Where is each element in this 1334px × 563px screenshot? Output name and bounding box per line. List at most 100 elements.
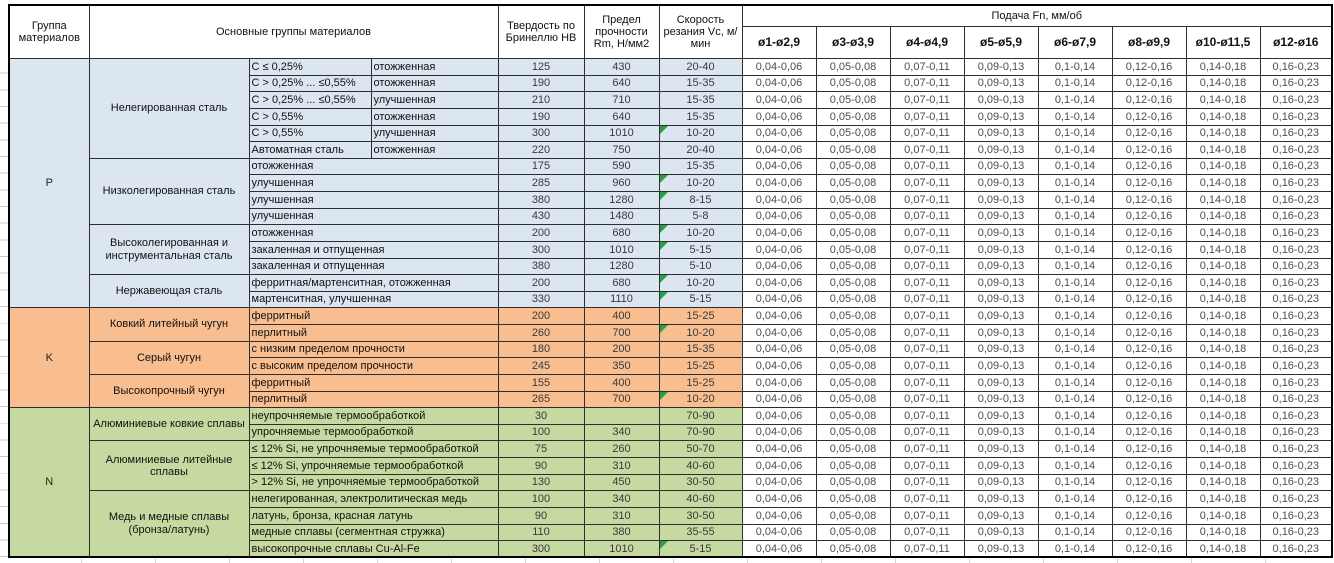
cell-feed-3[interactable]: 0,09-0,13 xyxy=(963,540,1039,558)
cell-cutting-speed-vc[interactable]: 15-25 xyxy=(658,357,743,375)
cell-hardness-hb[interactable]: 285 xyxy=(497,174,585,192)
cell-feed-5[interactable]: 0,12-0,16 xyxy=(1111,457,1187,475)
cell-feed-3[interactable]: 0,09-0,13 xyxy=(963,91,1039,109)
cell-feed-0[interactable]: 0,04-0,06 xyxy=(741,423,817,442)
cell-feed-3[interactable]: 0,09-0,13 xyxy=(963,423,1039,442)
cell-feed-7[interactable]: 0,16-0,23 xyxy=(1259,506,1333,525)
cell-feed-6[interactable]: 0,14-0,18 xyxy=(1185,506,1261,525)
cell-feed-0[interactable]: 0,04-0,06 xyxy=(741,207,817,226)
cell-feed-0[interactable]: 0,04-0,06 xyxy=(741,240,817,259)
cell-hardness-hb[interactable]: 130 xyxy=(497,473,585,492)
cell-feed-5[interactable]: 0,12-0,16 xyxy=(1111,224,1187,242)
cell-strength-rm[interactable]: 260 xyxy=(583,440,660,458)
cell-feed-4[interactable]: 0,1-0,14 xyxy=(1037,473,1113,492)
cell-strength-rm[interactable] xyxy=(583,407,660,425)
cell-hardness-hb[interactable]: 90 xyxy=(497,457,585,475)
cell-material-state[interactable]: высокопрочные сплавы Cu-Al-Fe xyxy=(248,540,499,558)
cell-material-state[interactable]: отожженная xyxy=(370,141,499,159)
cell-hardness-hb[interactable]: 190 xyxy=(497,74,585,93)
cell-material-state[interactable]: перлитный xyxy=(248,324,499,342)
cell-feed-2[interactable]: 0,07-0,11 xyxy=(889,540,965,558)
cell-feed-7[interactable]: 0,16-0,23 xyxy=(1259,141,1333,159)
cell-material-name[interactable]: Алюминиевые литейные сплавы xyxy=(88,440,250,492)
cell-feed-4[interactable]: 0,1-0,14 xyxy=(1037,523,1113,542)
cell-feed-5[interactable]: 0,12-0,16 xyxy=(1111,124,1187,143)
cell-hardness-hb[interactable]: 200 xyxy=(497,274,585,292)
cell-feed-5[interactable]: 0,12-0,16 xyxy=(1111,174,1187,192)
cell-feed-2[interactable]: 0,07-0,11 xyxy=(889,290,965,309)
cell-feed-0[interactable]: 0,04-0,06 xyxy=(741,324,817,342)
cell-material-state[interactable]: латунь, бронза, красная латунь xyxy=(248,506,499,525)
cell-feed-6[interactable]: 0,14-0,18 xyxy=(1185,523,1261,542)
cell-feed-3[interactable]: 0,09-0,13 xyxy=(963,174,1039,192)
cell-feed-6[interactable]: 0,14-0,18 xyxy=(1185,141,1261,159)
cell-feed-4[interactable]: 0,1-0,14 xyxy=(1037,490,1113,508)
cell-hardness-hb[interactable]: 200 xyxy=(497,307,585,325)
cell-feed-4[interactable]: 0,1-0,14 xyxy=(1037,207,1113,226)
header-feed-diameter-3[interactable]: ø5-ø5,9 xyxy=(963,26,1039,59)
cell-feed-6[interactable]: 0,14-0,18 xyxy=(1185,274,1261,292)
cell-strength-rm[interactable]: 200 xyxy=(583,340,660,359)
cell-feed-2[interactable]: 0,07-0,11 xyxy=(889,74,965,93)
cell-strength-rm[interactable]: 310 xyxy=(583,457,660,475)
cell-feed-5[interactable]: 0,12-0,16 xyxy=(1111,141,1187,159)
cell-hardness-hb[interactable]: 155 xyxy=(497,373,585,392)
cell-carbon-content[interactable]: C > 0,55% xyxy=(248,107,372,126)
cell-feed-3[interactable]: 0,09-0,13 xyxy=(963,324,1039,342)
cell-feed-7[interactable]: 0,16-0,23 xyxy=(1259,107,1333,126)
cell-feed-5[interactable]: 0,12-0,16 xyxy=(1111,407,1187,425)
cell-feed-0[interactable]: 0,04-0,06 xyxy=(741,174,817,192)
cell-strength-rm[interactable]: 340 xyxy=(583,423,660,442)
cell-feed-5[interactable]: 0,12-0,16 xyxy=(1111,207,1187,226)
cell-strength-rm[interactable]: 710 xyxy=(583,91,660,109)
cell-feed-4[interactable]: 0,1-0,14 xyxy=(1037,324,1113,342)
cell-strength-rm[interactable]: 350 xyxy=(583,357,660,375)
cell-hardness-hb[interactable]: 125 xyxy=(497,58,585,76)
cell-feed-3[interactable]: 0,09-0,13 xyxy=(963,58,1039,76)
cell-feed-3[interactable]: 0,09-0,13 xyxy=(963,340,1039,359)
cell-feed-3[interactable]: 0,09-0,13 xyxy=(963,473,1039,492)
cell-cutting-speed-vc[interactable]: 70-90 xyxy=(658,423,743,442)
cell-hardness-hb[interactable]: 100 xyxy=(497,423,585,442)
cell-feed-5[interactable]: 0,12-0,16 xyxy=(1111,257,1187,276)
cell-feed-3[interactable]: 0,09-0,13 xyxy=(963,141,1039,159)
cell-feed-6[interactable]: 0,14-0,18 xyxy=(1185,240,1261,259)
cell-material-state[interactable]: упрочняемые термообработкой xyxy=(248,423,499,442)
cell-hardness-hb[interactable]: 430 xyxy=(497,207,585,226)
cell-feed-6[interactable]: 0,14-0,18 xyxy=(1185,58,1261,76)
cell-feed-1[interactable]: 0,05-0,08 xyxy=(815,191,891,209)
cell-carbon-content[interactable]: Автоматная сталь xyxy=(248,141,372,159)
cell-carbon-content[interactable]: C > 0,55% xyxy=(248,124,372,143)
cell-feed-4[interactable]: 0,1-0,14 xyxy=(1037,390,1113,409)
cell-feed-3[interactable]: 0,09-0,13 xyxy=(963,207,1039,226)
cell-feed-0[interactable]: 0,04-0,06 xyxy=(741,440,817,458)
cell-feed-4[interactable]: 0,1-0,14 xyxy=(1037,506,1113,525)
cell-feed-2[interactable]: 0,07-0,11 xyxy=(889,357,965,375)
cell-feed-0[interactable]: 0,04-0,06 xyxy=(741,107,817,126)
cell-feed-5[interactable]: 0,12-0,16 xyxy=(1111,324,1187,342)
cell-feed-4[interactable]: 0,1-0,14 xyxy=(1037,407,1113,425)
cell-cutting-speed-vc[interactable]: 5-8 xyxy=(658,207,743,226)
cell-feed-0[interactable]: 0,04-0,06 xyxy=(741,490,817,508)
cell-carbon-content[interactable]: C > 0,25% ... ≤0,55% xyxy=(248,74,372,93)
cell-strength-rm[interactable]: 640 xyxy=(583,107,660,126)
cell-feed-3[interactable]: 0,09-0,13 xyxy=(963,307,1039,325)
cell-cutting-speed-vc[interactable]: 15-35 xyxy=(658,74,743,93)
cell-feed-6[interactable]: 0,14-0,18 xyxy=(1185,290,1261,309)
cell-feed-2[interactable]: 0,07-0,11 xyxy=(889,174,965,192)
cell-feed-5[interactable]: 0,12-0,16 xyxy=(1111,540,1187,558)
cell-feed-6[interactable]: 0,14-0,18 xyxy=(1185,157,1261,176)
cell-feed-3[interactable]: 0,09-0,13 xyxy=(963,357,1039,375)
cell-feed-6[interactable]: 0,14-0,18 xyxy=(1185,473,1261,492)
cell-strength-rm[interactable]: 400 xyxy=(583,307,660,325)
cell-feed-2[interactable]: 0,07-0,11 xyxy=(889,490,965,508)
cell-material-state[interactable]: медные сплавы (сегментная стружка) xyxy=(248,523,499,542)
cell-feed-5[interactable]: 0,12-0,16 xyxy=(1111,58,1187,76)
cell-feed-0[interactable]: 0,04-0,06 xyxy=(741,390,817,409)
cell-feed-7[interactable]: 0,16-0,23 xyxy=(1259,440,1333,458)
cell-feed-6[interactable]: 0,14-0,18 xyxy=(1185,407,1261,425)
cell-feed-2[interactable]: 0,07-0,11 xyxy=(889,423,965,442)
cell-feed-6[interactable]: 0,14-0,18 xyxy=(1185,257,1261,276)
cell-material-name[interactable]: Серый чугун xyxy=(88,340,250,375)
cell-material-state[interactable]: неупрочняемые термообработкой xyxy=(248,407,499,425)
